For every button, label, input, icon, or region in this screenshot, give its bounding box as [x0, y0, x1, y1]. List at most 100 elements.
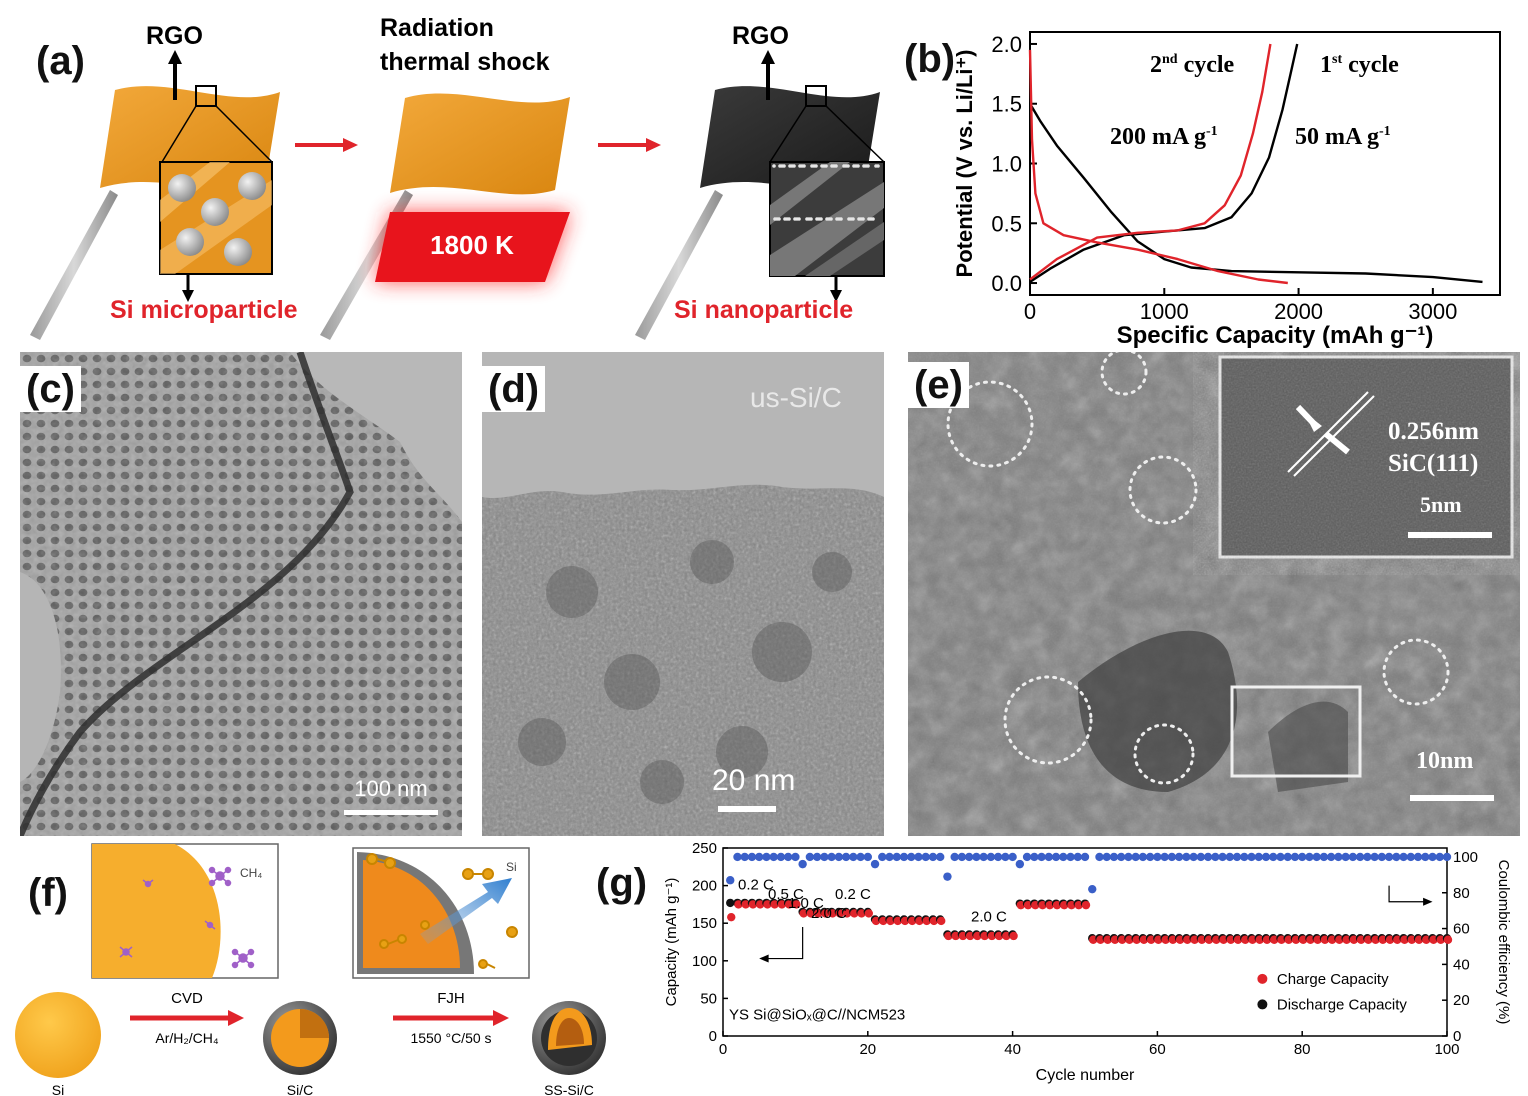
- fjh-schematic: [15, 843, 606, 1078]
- ce-point: [1240, 852, 1249, 862]
- x-tick-label-b: 2000: [1274, 299, 1323, 324]
- ce-point: [928, 852, 938, 862]
- legend-charge-label: Charge Capacity: [1277, 971, 1389, 988]
- ce-point: [907, 852, 916, 862]
- ce-point: [1153, 852, 1162, 862]
- panel-label-g: (g): [596, 861, 648, 905]
- panel-label-e: (e): [908, 362, 969, 408]
- panel-label-c: (c): [20, 366, 81, 412]
- ce-point: [1283, 852, 1292, 862]
- ce-point: [776, 852, 786, 862]
- tem-image-c: [20, 352, 462, 836]
- ce-point: [1211, 852, 1220, 862]
- right-needle: [635, 190, 723, 340]
- ce-point: [870, 859, 880, 869]
- legend-discharge-marker: [1257, 999, 1268, 1010]
- y2-tick-label-g: 0: [1453, 1028, 1461, 1045]
- tem-image-d: [482, 352, 884, 836]
- ce-point: [1305, 852, 1314, 862]
- series-1-charge-curve: [1029, 43, 1272, 281]
- fjh-step-label: FJH: [437, 990, 465, 1007]
- cell-label-g: YS Si@SiOₓ@C//NCM523: [729, 1006, 905, 1023]
- y-tick-label-b: 2.0: [991, 32, 1022, 57]
- panel-g: 0 20 40 60 80 100 0 50 100 150 200 250 0 20 40 60 80 100 C…: [590, 836, 1528, 1096]
- series-0-discharge-curve: [1028, 103, 1483, 284]
- ce-point: [943, 872, 952, 881]
- ce-point: [885, 852, 894, 862]
- scalebar-label-d: 20 nm: [712, 764, 796, 797]
- legend-discharge-label: Discharge Capacity: [1277, 996, 1408, 1013]
- charge-point: [1443, 935, 1453, 944]
- ce-point: [1059, 852, 1068, 862]
- synthesis-schematic: [30, 50, 885, 340]
- si-microparticle-caption: Si microparticle: [110, 296, 298, 324]
- ce-point: [1363, 852, 1372, 862]
- ce-point: [1167, 852, 1177, 862]
- x-tick-label-g: 20: [859, 1041, 876, 1058]
- ce-point: [1138, 852, 1148, 862]
- ce-point: [1326, 852, 1336, 862]
- y-tick-label-g: 100: [692, 953, 717, 970]
- data-points-g: [726, 852, 1453, 944]
- ce-point: [1218, 852, 1227, 862]
- ce-point: [1334, 852, 1343, 862]
- ce-point: [892, 852, 901, 862]
- panel-label-f: (f): [28, 871, 68, 915]
- ce-point: [841, 852, 851, 862]
- ce-point: [1145, 852, 1155, 862]
- ce-point: [878, 852, 887, 862]
- hrtem-image-e: [908, 352, 1520, 836]
- x-tick-label-b: 1000: [1140, 299, 1189, 324]
- y-tick-label-b: 1.0: [991, 152, 1022, 177]
- left-axis-arrowhead: [759, 954, 769, 963]
- ce-point: [812, 852, 822, 862]
- ce-point: [1269, 852, 1278, 862]
- ce-point: [1066, 852, 1075, 862]
- ce-point: [1015, 859, 1025, 869]
- cvd-step-label: CVD: [171, 990, 203, 1007]
- panel-label-d: (d): [482, 366, 546, 412]
- ce-point: [1225, 852, 1234, 862]
- ce-point: [1189, 852, 1198, 862]
- x-tick-label-g: 40: [1004, 1041, 1021, 1058]
- ce-point: [1182, 852, 1191, 862]
- ce-point: [733, 852, 742, 862]
- charge-point: [864, 909, 873, 918]
- rgo-label-left: RGO: [146, 22, 203, 50]
- ce-point: [1203, 852, 1213, 862]
- si-c-sphere: [263, 1001, 337, 1075]
- ch4-molecules: [119, 866, 255, 969]
- left-needle: [30, 190, 118, 340]
- ce-point: [783, 852, 793, 862]
- si-nanoparticle-caption: Si nanoparticle: [674, 296, 854, 324]
- ce-point: [1312, 852, 1321, 862]
- ce-point: [1247, 852, 1256, 862]
- ce-point: [1232, 852, 1242, 862]
- rgo-label-right: RGO: [732, 22, 789, 50]
- x-tick-label-g: 100: [1434, 1041, 1459, 1058]
- ce-point: [1131, 852, 1140, 862]
- inset-lattice-spacing: 0.256nm: [1388, 418, 1479, 445]
- ce-point: [1276, 852, 1285, 862]
- nanoparticle-inset: [769, 161, 885, 277]
- y-axis-label-g: Capacity (mAh g⁻¹): [663, 878, 680, 1007]
- ch4-label: CH₄: [240, 866, 263, 880]
- ce-point: [747, 852, 757, 862]
- ce-point: [993, 852, 1003, 862]
- discharge-point: [726, 898, 735, 908]
- ce-point: [1051, 852, 1061, 862]
- x-tick-label-g: 0: [719, 1041, 727, 1058]
- charge-point: [937, 916, 946, 926]
- inset-lattice-plane: SiC(111): [1388, 450, 1479, 477]
- rate-label-g: 0.5 C: [768, 886, 804, 903]
- ce-point: [1377, 852, 1387, 862]
- charge-point: [1009, 931, 1018, 941]
- temperature-label: 1800 K: [430, 230, 514, 260]
- ce-point: [1080, 852, 1090, 862]
- ce-point: [1022, 852, 1032, 862]
- panel-b: 0 1000 2000 3000 0.0 0.5 1.0 1.5 2.0 Specific Cap…: [900, 0, 1528, 350]
- ce-point: [1037, 852, 1046, 862]
- rate-label-g: 2.0 C: [971, 909, 1007, 926]
- annotation-2nd-cycle: 2nd cycle: [1150, 52, 1235, 78]
- y-tick-label-g: 250: [692, 840, 717, 857]
